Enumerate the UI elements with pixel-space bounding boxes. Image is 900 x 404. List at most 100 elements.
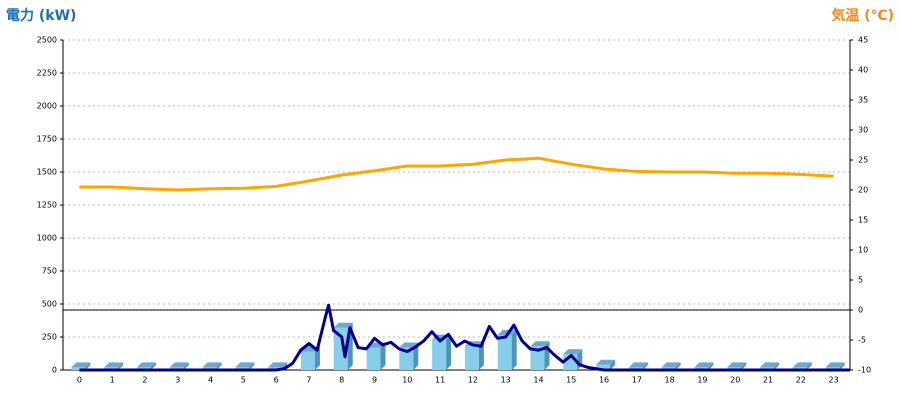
x-tick-label: 19 bbox=[697, 376, 707, 385]
bar-side bbox=[806, 362, 812, 370]
bar-front bbox=[596, 364, 611, 370]
bar-top bbox=[530, 341, 550, 347]
x-tick-label: 11 bbox=[435, 376, 445, 385]
bar-front bbox=[366, 347, 381, 370]
x-tick-label: 18 bbox=[665, 376, 675, 385]
y-tick-label: 2000 bbox=[37, 102, 57, 111]
bar-side bbox=[642, 362, 648, 370]
bar-top bbox=[136, 362, 156, 368]
bar-front bbox=[71, 367, 86, 370]
x-tick-label: 9 bbox=[372, 376, 377, 385]
y2-axis-title: 気温 (℃) bbox=[831, 7, 894, 24]
y2-tick-label: 35 bbox=[858, 96, 868, 105]
y-tick-label: 1250 bbox=[37, 201, 57, 210]
bar-top bbox=[661, 362, 681, 368]
y2-tick-label: 0 bbox=[858, 306, 863, 315]
x-tick-label: 5 bbox=[241, 376, 246, 385]
bar-front bbox=[497, 335, 512, 370]
bar-side bbox=[314, 346, 320, 370]
y-tick-label: 750 bbox=[42, 267, 57, 276]
bar-side bbox=[708, 362, 714, 370]
x-tick-label: 12 bbox=[468, 376, 478, 385]
bar-top bbox=[596, 359, 616, 365]
line bbox=[79, 156, 834, 192]
bar-top bbox=[760, 362, 780, 368]
bar-side bbox=[85, 362, 91, 370]
x-tick-label: 23 bbox=[829, 376, 839, 385]
x-tick-label: 16 bbox=[599, 376, 609, 385]
y2-tick-label: 10 bbox=[858, 246, 868, 255]
bar-top bbox=[202, 362, 222, 368]
x-tick-label: 4 bbox=[208, 376, 213, 385]
bar-top bbox=[104, 362, 124, 368]
bar-top bbox=[792, 362, 812, 368]
y-tick-label: 2250 bbox=[37, 69, 57, 78]
y2-tick-label: 20 bbox=[858, 186, 868, 195]
bar-front bbox=[399, 347, 414, 370]
y-tick-label: 0 bbox=[52, 366, 57, 375]
y2-tick-label: 40 bbox=[858, 66, 868, 75]
bar-side bbox=[675, 362, 681, 370]
y-tick-label: 1750 bbox=[37, 135, 57, 144]
x-tick-label: 14 bbox=[533, 376, 543, 385]
x-tick-label: 6 bbox=[274, 376, 279, 385]
x-tick-label: 2 bbox=[142, 376, 147, 385]
y-axis-title: 電力 (kW) bbox=[6, 7, 76, 24]
bar-side bbox=[774, 362, 780, 370]
y-tick-label: 250 bbox=[42, 333, 57, 342]
y2-tick-label: 5 bbox=[858, 276, 863, 285]
bar-side bbox=[216, 362, 222, 370]
bar-side bbox=[150, 362, 156, 370]
y2-tick-label: 30 bbox=[858, 126, 868, 135]
y-tick-label: 500 bbox=[42, 300, 57, 309]
bar-side bbox=[839, 362, 845, 370]
line bbox=[79, 303, 850, 372]
x-tick-label: 21 bbox=[763, 376, 773, 385]
y2-tick-label: 25 bbox=[858, 156, 868, 165]
bar-side bbox=[544, 341, 550, 370]
x-tick-label: 13 bbox=[501, 376, 511, 385]
x-tick-label: 8 bbox=[339, 376, 344, 385]
bar-side bbox=[446, 334, 452, 370]
bar-side bbox=[610, 359, 616, 370]
x-tick-label: 3 bbox=[175, 376, 180, 385]
bar-top bbox=[235, 362, 255, 368]
y-tick-label: 1000 bbox=[37, 234, 57, 243]
bar-side bbox=[511, 330, 517, 370]
x-tick-label: 1 bbox=[110, 376, 115, 385]
y-tick-label: 1500 bbox=[37, 168, 57, 177]
x-tick-label: 10 bbox=[402, 376, 412, 385]
bar-front bbox=[530, 346, 545, 370]
bar-front bbox=[464, 346, 479, 370]
bar-top bbox=[825, 362, 845, 368]
bar-front bbox=[300, 351, 315, 370]
bar-side bbox=[741, 362, 747, 370]
bar-top bbox=[727, 362, 747, 368]
bar-top bbox=[71, 362, 91, 368]
y2-tick-label: 15 bbox=[858, 216, 868, 225]
x-tick-label: 17 bbox=[632, 376, 642, 385]
bar-top bbox=[563, 349, 583, 355]
bar-side bbox=[413, 342, 419, 370]
bar-side bbox=[183, 362, 189, 370]
y-tick-label: 2500 bbox=[37, 36, 57, 45]
bar-front bbox=[432, 339, 447, 370]
bar-front bbox=[333, 327, 348, 370]
bar-side bbox=[380, 342, 386, 370]
bar-side bbox=[249, 362, 255, 370]
y2-tick-label: -10 bbox=[858, 366, 871, 375]
bar-top bbox=[169, 362, 189, 368]
bar-top bbox=[628, 362, 648, 368]
bar-side bbox=[478, 341, 484, 370]
bar-top bbox=[333, 322, 353, 328]
y2-tick-label: -5 bbox=[858, 336, 866, 345]
x-tick-label: 0 bbox=[77, 376, 82, 385]
y2-tick-label: 45 bbox=[858, 36, 868, 45]
x-tick-label: 22 bbox=[796, 376, 806, 385]
x-tick-label: 7 bbox=[306, 376, 311, 385]
bar-top bbox=[268, 362, 288, 368]
x-tick-label: 20 bbox=[730, 376, 740, 385]
bar-side bbox=[118, 362, 124, 370]
x-tick-label: 15 bbox=[566, 376, 576, 385]
